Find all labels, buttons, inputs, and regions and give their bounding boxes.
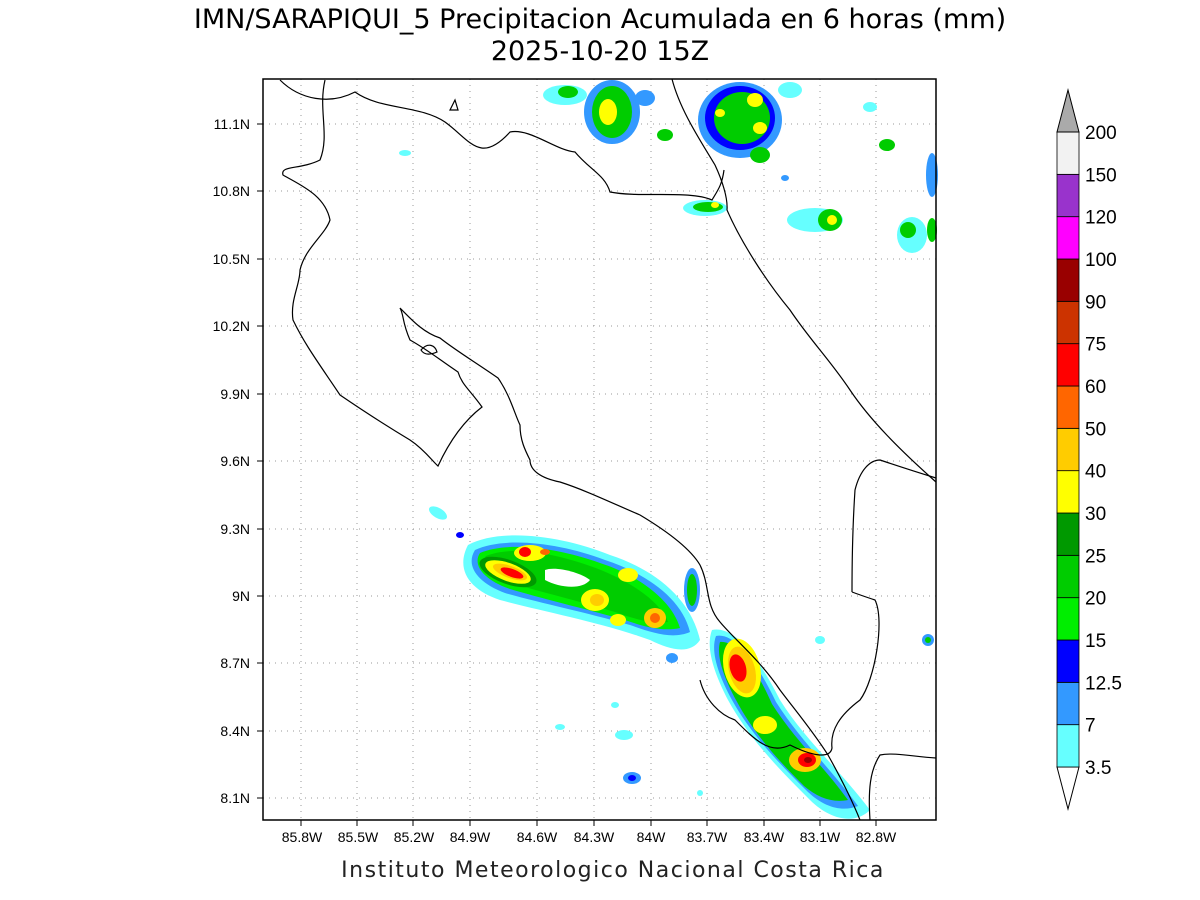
colorbar-swatch xyxy=(1056,258,1080,302)
colorbar-legend: 3.5 7 12.5 15 20 25 30 40 50 60 75 90 100 120 150 200 xyxy=(1056,88,1122,811)
lat-label: 11.1N xyxy=(214,116,250,132)
colorbar-swatch xyxy=(1056,681,1080,726)
colorbar-level-label: 60 xyxy=(1085,377,1106,398)
precip-band-southeast xyxy=(709,629,870,819)
colorbar-swatch xyxy=(1056,512,1080,556)
lat-label: 8.7N xyxy=(220,655,250,671)
colorbar-level-label: 50 xyxy=(1085,419,1106,440)
colorbar-swatch xyxy=(1056,724,1080,768)
precip-band-pacific-central xyxy=(463,535,700,650)
nicaragua-border xyxy=(279,79,725,201)
lon-label: 83.4W xyxy=(744,829,785,845)
longitude-labels: 85.8W 85.5W 85.2W 84.9W 84.6W 84.3W 84W … xyxy=(282,829,897,845)
colorbar-level-label: 20 xyxy=(1085,589,1106,610)
colorbar-level-label: 100 xyxy=(1085,250,1117,271)
lat-label: 10.5N xyxy=(213,251,250,267)
lat-label: 9N xyxy=(232,588,250,604)
map-plot-area xyxy=(263,79,936,820)
nicoya-island xyxy=(420,344,438,355)
colorbar-swatch xyxy=(1056,300,1080,345)
colorbar-swatch xyxy=(1056,173,1080,218)
caribbean-coast xyxy=(671,78,937,483)
colorbar-min-extension xyxy=(1056,766,1080,811)
lat-label: 9.9N xyxy=(220,386,250,402)
colorbar-swatch xyxy=(1056,554,1080,599)
lon-label: 85.5W xyxy=(338,829,379,845)
colorbar-swatch xyxy=(1056,470,1080,514)
colorbar-swatch xyxy=(1056,427,1080,472)
colorbar-level-label: 7 xyxy=(1085,716,1096,737)
colorbar-level-label: 150 xyxy=(1085,165,1117,186)
colorbar-level-label: 40 xyxy=(1085,462,1106,483)
colorbar-swatch xyxy=(1056,639,1080,683)
lon-label: 84.3W xyxy=(574,829,615,845)
lat-label: 10.8N xyxy=(213,183,250,199)
lat-label: 8.4N xyxy=(220,723,250,739)
colorbar-level-label: 15 xyxy=(1085,631,1106,652)
lat-label: 8.1N xyxy=(220,790,250,806)
colorbar-level-label: 25 xyxy=(1085,546,1106,567)
lat-label: 9.3N xyxy=(220,521,250,537)
colorbar-level-label: 90 xyxy=(1085,292,1106,313)
lon-label: 85.8W xyxy=(282,829,323,845)
colorbar-level-label: 12.5 xyxy=(1085,673,1122,694)
colorbar-swatch xyxy=(1056,597,1080,641)
lon-label: 85.2W xyxy=(394,829,435,845)
lon-label: 83.1W xyxy=(800,829,841,845)
lake-nicaragua-outline xyxy=(449,98,459,111)
colorbar-swatch xyxy=(1056,216,1080,260)
footer-credit: Instituto Meteorologico Nacional Costa R… xyxy=(341,858,885,883)
colorbar-level-label: 30 xyxy=(1085,504,1106,525)
colorbar-swatch xyxy=(1056,385,1080,429)
burica-peninsula xyxy=(699,591,880,756)
precip-north-cells xyxy=(543,80,938,253)
colorbar-level-label: 200 xyxy=(1085,123,1117,144)
lat-label: 9.6N xyxy=(220,453,250,469)
lon-label: 84.9W xyxy=(450,829,491,845)
lat-label: 10.2N xyxy=(213,318,250,334)
lon-label: 84.6W xyxy=(517,829,558,845)
axis-ticks xyxy=(257,123,877,826)
colorbar-level-label: 3.5 xyxy=(1085,758,1111,779)
precipitation-fields xyxy=(399,80,938,819)
colorbar-level-label: 75 xyxy=(1085,335,1106,356)
coastlines-and-borders xyxy=(279,78,937,821)
colorbar-swatch xyxy=(1056,343,1080,387)
pacific-coast-north xyxy=(282,79,861,821)
lon-label: 82.8W xyxy=(856,829,897,845)
latitude-labels: 11.1N 10.8N 10.5N 10.2N 9.9N 9.6N 9.3N 9… xyxy=(213,116,250,806)
map-title: IMN/SARAPIQUI_5 Precipitacion Acumulada … xyxy=(194,4,1006,35)
colorbar-swatch xyxy=(1056,131,1080,175)
colorbar-level-label: 120 xyxy=(1085,208,1117,229)
map-subtitle-datetime: 2025-10-20 15Z xyxy=(491,36,709,67)
panama-coast xyxy=(868,753,937,821)
panama-border xyxy=(851,459,937,593)
map-frame xyxy=(262,78,937,821)
colorbar-max-extension xyxy=(1056,88,1080,133)
precip-scattered-cells xyxy=(399,150,934,796)
lon-label: 84W xyxy=(637,829,667,845)
lon-label: 83.7W xyxy=(687,829,728,845)
